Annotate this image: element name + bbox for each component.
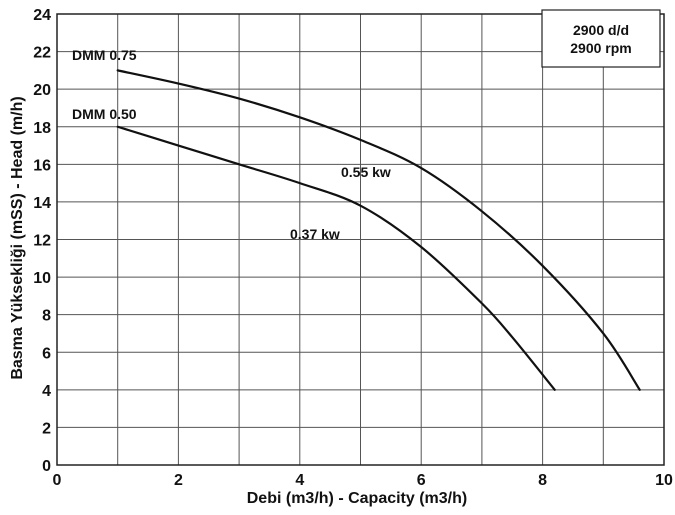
series-2-power-label: 0.37 kw (290, 226, 340, 242)
x-tick-label: 6 (417, 472, 426, 489)
x-tick-labels: 0 2 4 6 8 10 (53, 472, 673, 489)
plot-frame (56, 13, 665, 466)
y-tick-label: 20 (33, 82, 51, 99)
x-tick-label: 0 (53, 472, 62, 489)
x-tick-label: 2 (174, 472, 183, 489)
y-tick-label: 6 (42, 345, 51, 362)
speed-box-line2: 2900 rpm (570, 40, 631, 56)
y-tick-label: 22 (33, 45, 51, 62)
series-2-name-label: DMM 0.50 (72, 106, 137, 122)
speed-box-line1: 2900 d/d (573, 22, 629, 38)
grid-lines (57, 14, 664, 465)
curves (116, 69, 641, 391)
y-axis-title: Basma Yüksekliği (mSS) - Head (m/h) (9, 96, 26, 379)
y-tick-label: 14 (33, 195, 51, 212)
x-tick-label: 4 (295, 472, 304, 489)
y-tick-label: 10 (33, 270, 51, 287)
y-tick-label: 0 (42, 458, 51, 475)
y-tick-label: 16 (33, 157, 51, 174)
speed-box-frame (541, 9, 661, 68)
y-tick-label: 8 (42, 308, 51, 325)
series-2-curve (116, 125, 556, 391)
x-axis-title: Debi (m3/h) - Capacity (m3/h) (247, 490, 467, 507)
series-1-power-label: 0.55 kw (341, 164, 391, 180)
speed-box: 2900 d/d 2900 rpm (541, 9, 661, 68)
y-tick-label: 24 (33, 7, 51, 24)
y-tick-label: 12 (33, 233, 51, 250)
y-tick-label: 18 (33, 120, 51, 137)
x-tick-label: 10 (655, 472, 673, 489)
y-tick-label: 2 (42, 420, 51, 437)
x-tick-label: 8 (538, 472, 547, 489)
series-1-curve (116, 69, 641, 391)
y-tick-label: 4 (42, 383, 51, 400)
series-1-name-label: DMM 0.75 (72, 47, 137, 63)
